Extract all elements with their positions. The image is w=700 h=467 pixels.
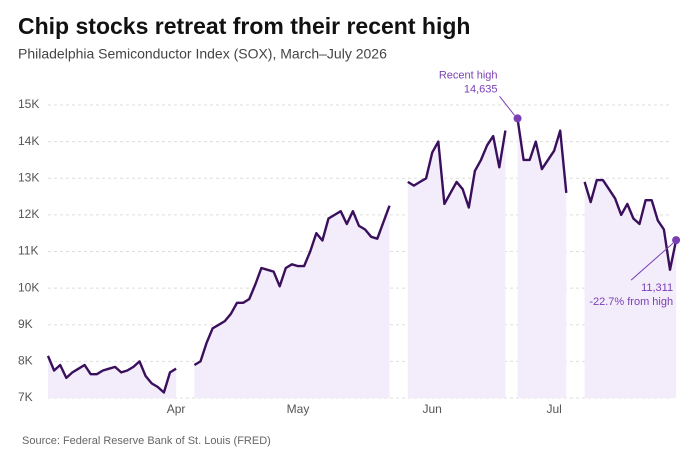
- annotation-leader: [499, 96, 515, 116]
- y-tick-label: 12K: [18, 207, 39, 221]
- y-tick-label: 10K: [18, 280, 39, 294]
- x-tick-label: Jul: [546, 402, 561, 416]
- x-tick-label: May: [287, 402, 310, 416]
- annotation-value: 14,635: [464, 83, 498, 95]
- y-tick-label: 8K: [18, 354, 33, 368]
- y-tick-label: 11K: [18, 244, 38, 258]
- annotation-leader: [630, 242, 674, 281]
- x-tick-label: Jun: [422, 402, 441, 416]
- y-tick-label: 13K: [18, 170, 39, 184]
- annotation-point: [672, 236, 681, 245]
- chart-subtitle: Philadelphia Semiconductor Index (SOX), …: [18, 46, 387, 62]
- line-area: [48, 118, 677, 399]
- annotation-value: 11,311: [641, 282, 673, 294]
- y-tick-label: 9K: [18, 317, 33, 331]
- annotation-label: Recent high: [439, 69, 498, 81]
- y-tick-label: 14K: [18, 134, 39, 148]
- line-series: [46, 118, 678, 394]
- chart-title: Chip stocks retreat from their recent hi…: [18, 13, 470, 39]
- annotation-label: -22.7% from high: [589, 296, 673, 308]
- x-tick-label: Apr: [167, 402, 186, 416]
- annotation-point: [513, 114, 522, 123]
- source-note: Source: Federal Reserve Bank of St. Loui…: [22, 435, 271, 447]
- y-tick-label: 15K: [18, 97, 39, 111]
- y-tick-label: 7K: [18, 390, 33, 404]
